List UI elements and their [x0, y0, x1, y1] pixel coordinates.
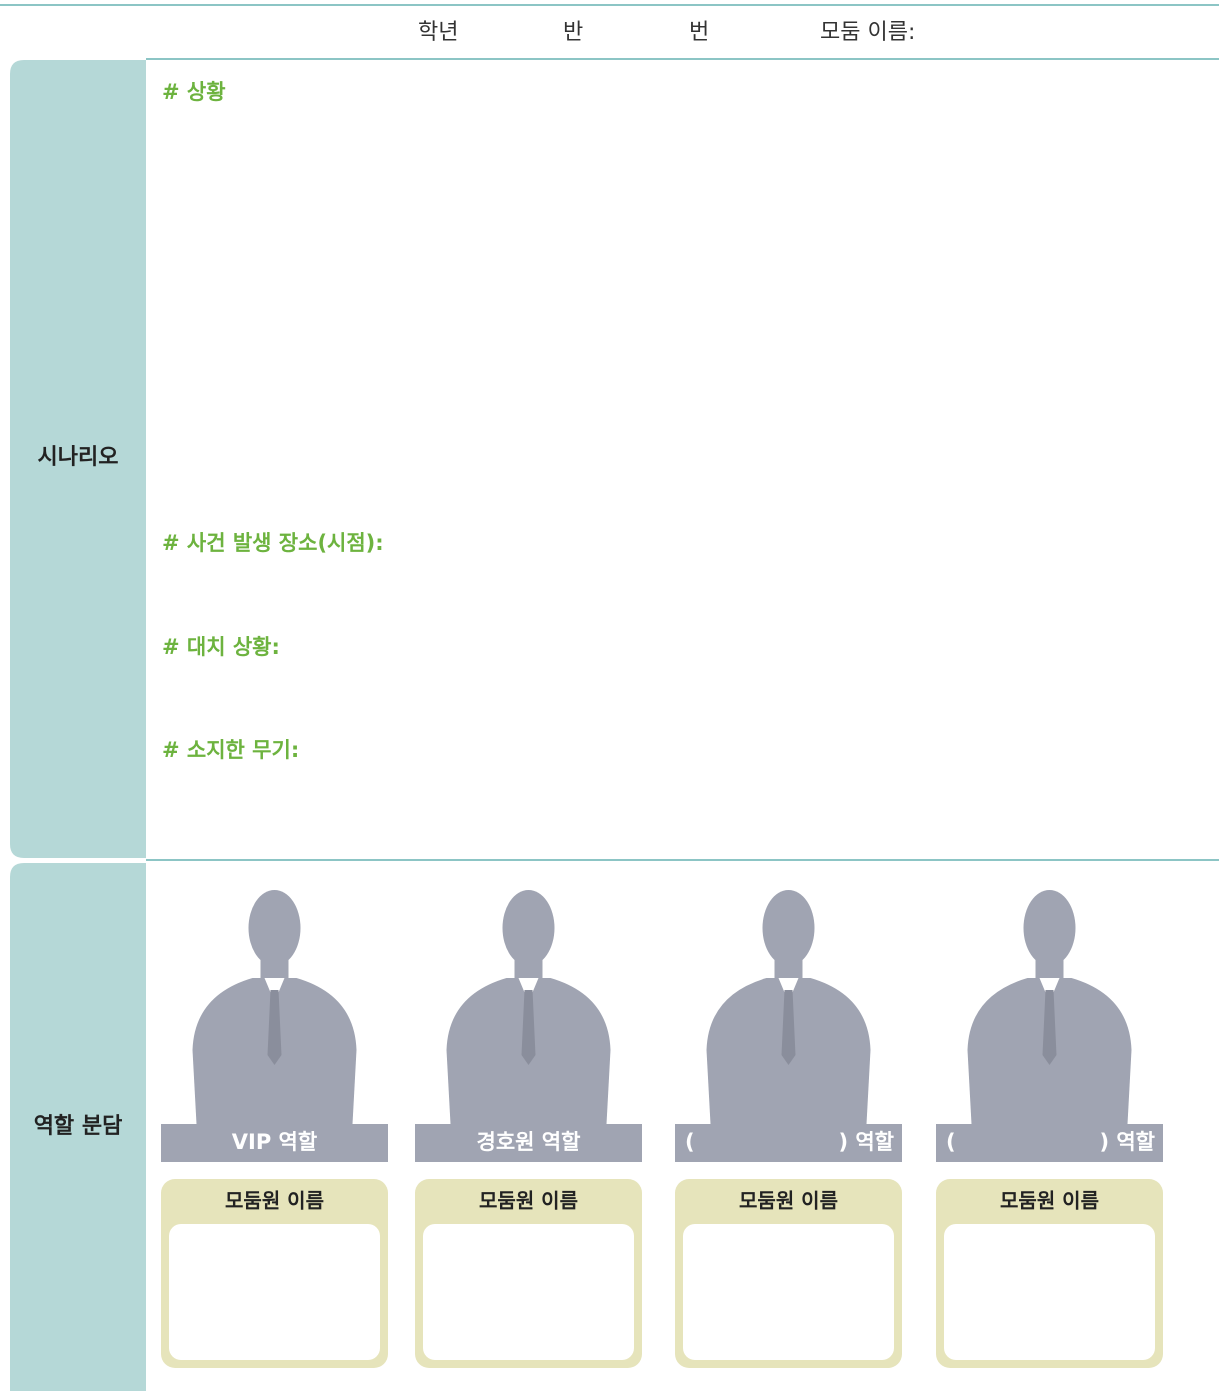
silhouette: [968, 890, 1132, 1124]
silhouette: [193, 890, 357, 1124]
member-field[interactable]: [169, 1224, 380, 1360]
member-title: 모둠원 이름: [225, 1189, 324, 1213]
grade: 학년: [418, 20, 458, 45]
silhouette: [707, 890, 871, 1124]
member-field[interactable]: [944, 1224, 1155, 1360]
member-title: 모둠원 이름: [1000, 1189, 1099, 1213]
class: 반: [563, 20, 583, 45]
scenario-label: 시나리오: [38, 445, 119, 470]
member-field[interactable]: [683, 1224, 894, 1360]
prompt: # 사건 발생 장소(시점):: [162, 531, 384, 555]
role-close: ) 역할: [1099, 1130, 1155, 1154]
role-open: (: [946, 1130, 956, 1154]
role-close: ) 역할: [838, 1130, 894, 1154]
worksheet: 학년 반 번 모둠 이름: 시나리오 # 상황 # 사건 발생 장소(시점): …: [0, 0, 1219, 1391]
member-title: 모둠원 이름: [739, 1189, 838, 1213]
roles-label: 역할 분담: [34, 1114, 123, 1139]
role-label: VIP 역할: [232, 1130, 317, 1154]
group-name: 모둠 이름:: [820, 20, 915, 45]
member-title: 모둠원 이름: [479, 1189, 578, 1213]
role-label: 경호원 역할: [477, 1130, 581, 1154]
prompt: # 상황: [162, 80, 226, 104]
member-field[interactable]: [423, 1224, 634, 1360]
role-open: (: [685, 1130, 695, 1154]
number: 번: [689, 20, 709, 45]
silhouette: [447, 890, 611, 1124]
prompt: # 대치 상황:: [162, 635, 280, 659]
prompt: # 소지한 무기:: [162, 738, 299, 762]
